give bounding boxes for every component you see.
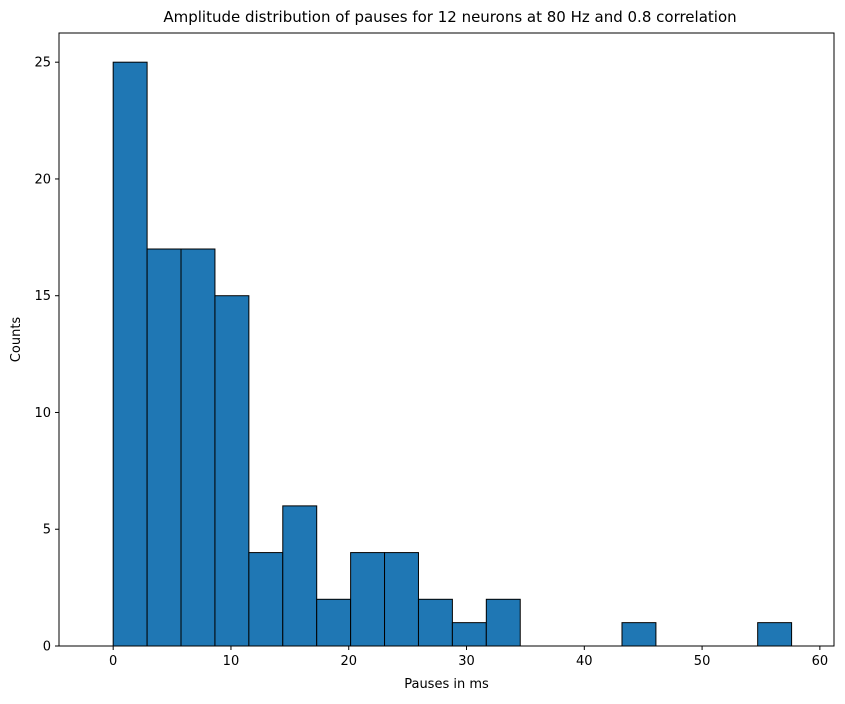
histogram-bar — [384, 552, 419, 647]
x-tick-label: 20 — [340, 654, 357, 669]
x-tick-label: 0 — [109, 654, 117, 669]
y-axis: 0 5 10 15 20 25 — [34, 56, 59, 655]
x-tick-label: 60 — [812, 654, 829, 669]
chart-title: Amplitude distribution of pauses for 12 … — [163, 8, 736, 26]
plot-frame — [58, 32, 835, 647]
histogram-bar — [350, 552, 386, 647]
histogram-bar — [621, 622, 657, 647]
histogram-bar — [112, 61, 148, 647]
y-axis-label: Counts — [9, 317, 24, 363]
histogram-bar — [417, 598, 453, 647]
histogram-bar — [282, 505, 318, 647]
histogram-bar — [485, 598, 521, 647]
y-tick-label: 20 — [34, 172, 51, 187]
x-axis: 0 10 20 30 40 50 60 — [109, 646, 828, 669]
x-tick-label: 50 — [694, 654, 711, 669]
x-tick-label: 10 — [223, 654, 240, 669]
y-tick-label: 15 — [34, 289, 51, 304]
histogram-bar — [180, 248, 216, 647]
y-tick-label: 5 — [43, 523, 51, 538]
x-tick-label: 30 — [458, 654, 475, 669]
x-tick-label: 40 — [576, 654, 593, 669]
y-tick-label: 10 — [34, 406, 51, 421]
x-axis-label: Pauses in ms — [404, 677, 489, 692]
y-tick-label: 25 — [34, 56, 51, 71]
histogram-bar — [451, 622, 487, 647]
histogram-bar — [316, 598, 352, 647]
bars-layer — [112, 61, 793, 647]
histogram-bar — [146, 248, 182, 647]
histogram-bar — [757, 622, 793, 647]
histogram-bar — [248, 552, 284, 647]
y-tick-label: 0 — [43, 640, 51, 655]
histogram-bar — [214, 295, 250, 647]
